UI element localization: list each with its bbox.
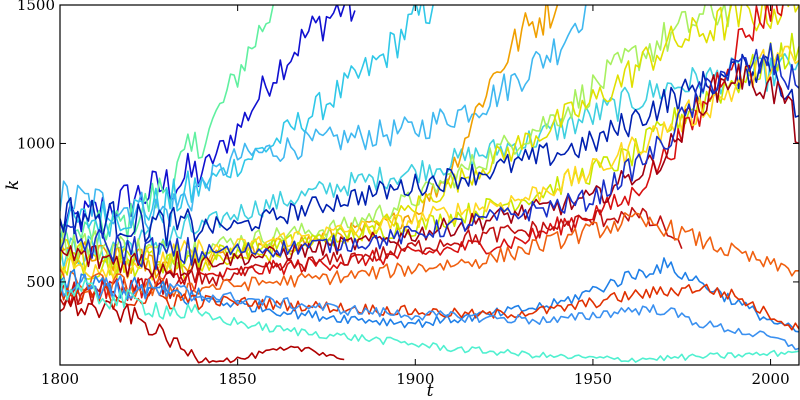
plot-frame [59,4,800,366]
x-axis-label: t [427,381,434,400]
series-line-20 [60,278,800,363]
x-tick-label: 1850 [219,370,257,388]
series-line-3 [60,5,587,231]
series-line-2 [60,5,434,242]
series-line-10 [60,53,800,247]
x-tick-label: 1900 [396,370,434,388]
series-line-1 [60,5,274,256]
series-line-19 [60,295,345,364]
x-tick-label: 2000 [751,370,789,388]
series-line-18 [60,273,800,351]
y-tick-label: 1500 [17,0,55,14]
series-line-17 [60,283,800,331]
y-axis-label: k [3,180,23,190]
tick-layer: 1800 1850 1900 1950 2000 500 1000 1500 [17,0,799,388]
series-line-12 [60,63,800,279]
series-line-4 [60,52,800,269]
series-line-16 [60,257,800,333]
y-tick-label: 1000 [17,134,55,152]
series-line-6 [60,5,735,270]
x-tick-label: 1950 [574,370,612,388]
y-tick-label: 500 [26,273,55,291]
series-layer [60,5,800,364]
x-tick-label: 1800 [41,370,79,388]
series-line-14 [60,206,683,306]
series-line-13 [60,42,800,270]
